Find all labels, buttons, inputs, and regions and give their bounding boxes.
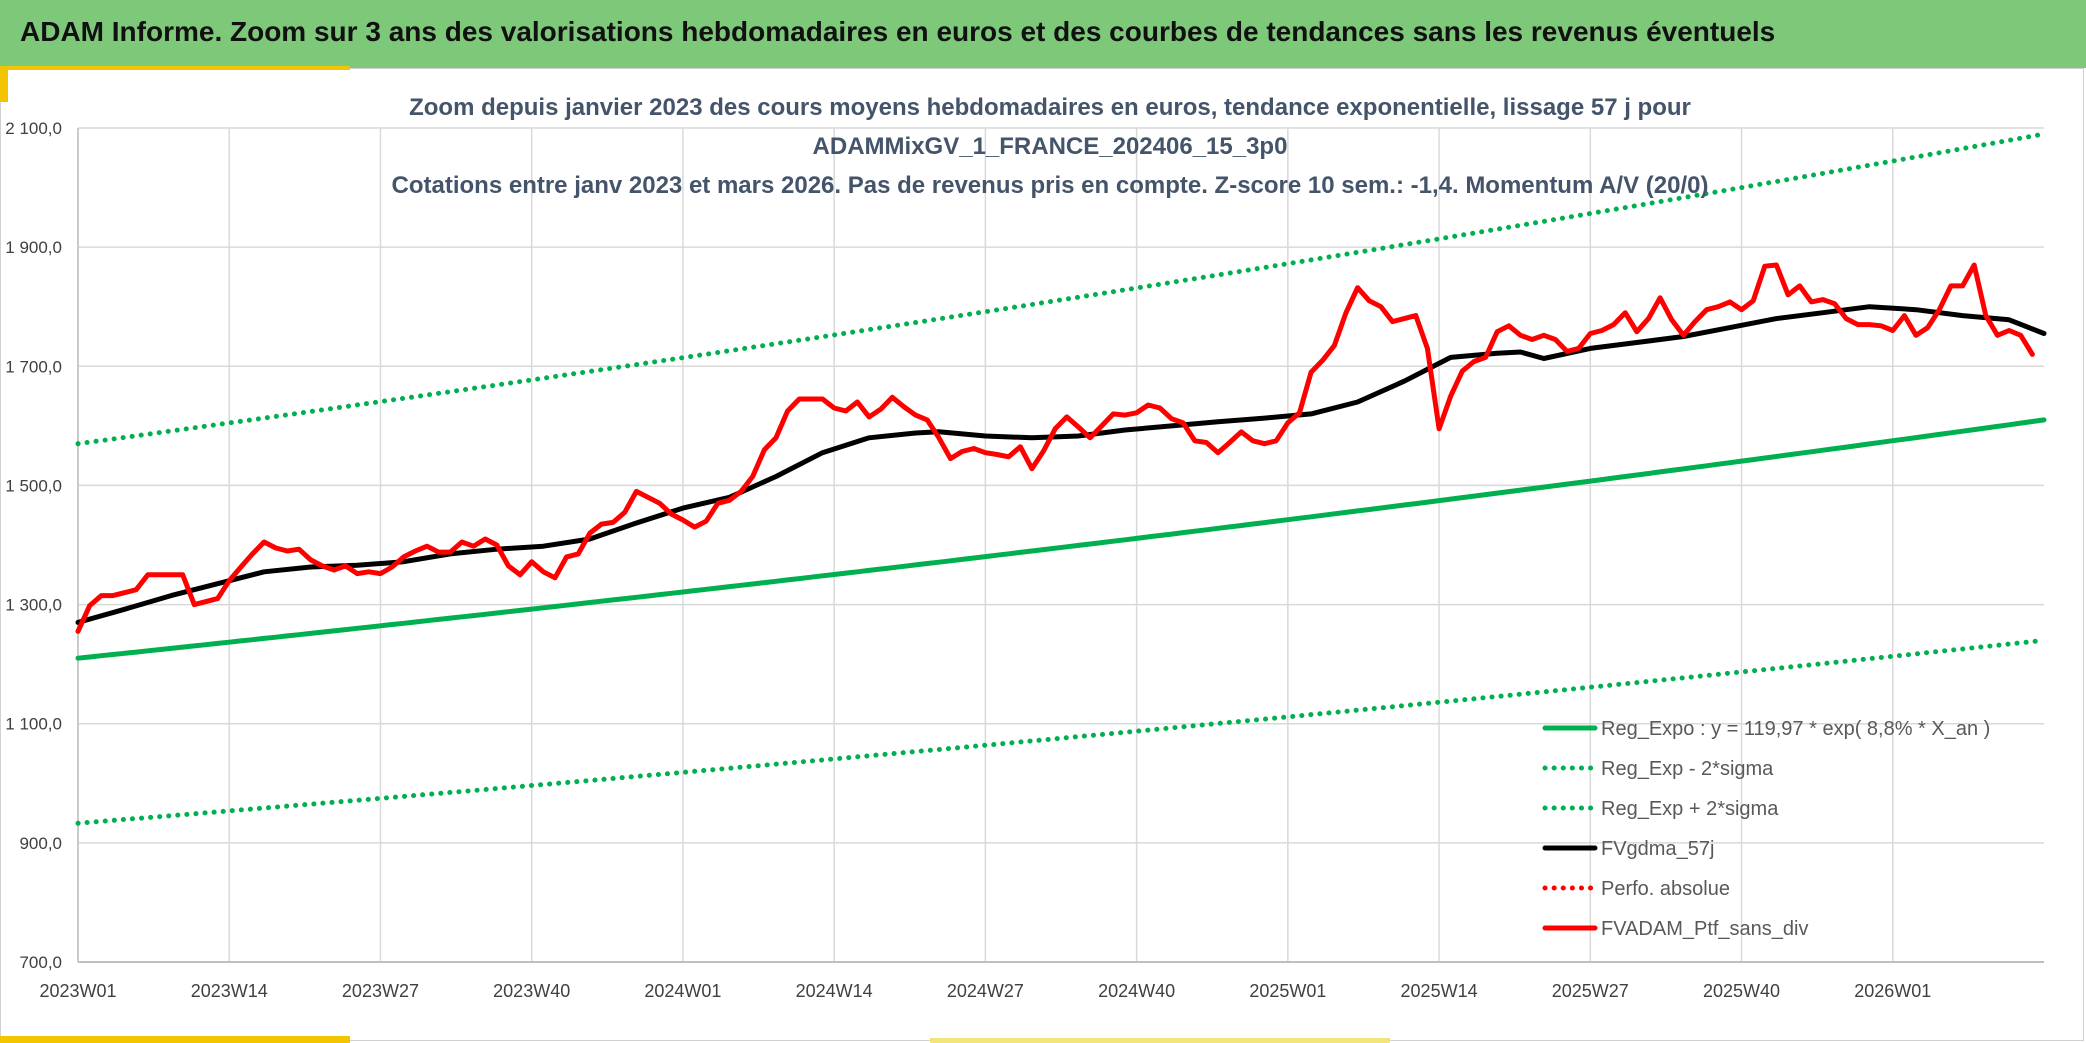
y-tick-label: 1 900,0: [5, 238, 62, 257]
legend-label: Reg_Exp + 2*sigma: [1601, 798, 1779, 820]
accent-bar-bottom-2: [930, 1038, 1390, 1043]
header-banner: ADAM Informe. Zoom sur 3 ans des valoris…: [0, 0, 2086, 68]
series-line-fvadam-ptf-sans-div: [75, 262, 2035, 634]
page-title: ADAM Informe. Zoom sur 3 ans des valoris…: [20, 16, 1776, 47]
legend-label: FVgdma_57j: [1601, 838, 1714, 860]
legend: Reg_Expo : y = 119,97 * exp( 8,8% * X_an…: [1542, 718, 1990, 940]
x-tick-label: 2026W01: [1854, 981, 1931, 1001]
series-layer: [75, 131, 2047, 826]
x-tick-label: 2024W14: [796, 981, 873, 1001]
x-tick-label: 2024W40: [1098, 981, 1175, 1001]
chart-title-line-2: ADAMMixGV_1_FRANCE_202406_15_3p0: [813, 133, 1288, 160]
accent-bar-top: [0, 66, 350, 70]
legend-label: Reg_Exp - 2*sigma: [1601, 758, 1774, 780]
x-tick-label: 2025W40: [1703, 981, 1780, 1001]
y-tick-label: 900,0: [19, 834, 62, 853]
series-line-reg-expo-y-119-97-exp-8-8-x-an: [75, 417, 2047, 661]
x-tick-label: 2023W40: [493, 981, 570, 1001]
chart-title-line-1: Zoom depuis janvier 2023 des cours moyen…: [409, 94, 1691, 121]
accent-bar-bottom: [0, 1036, 350, 1043]
x-tick-label: 2025W27: [1552, 981, 1629, 1001]
series-line-reg-exp-2-sigma: [75, 637, 2047, 826]
accent-bar-left: [0, 68, 8, 102]
x-tick-label: 2024W27: [947, 981, 1024, 1001]
x-tick-label: 2023W27: [342, 981, 419, 1001]
x-tick-label: 2025W14: [1401, 981, 1478, 1001]
legend-label: FVADAM_Ptf_sans_div: [1601, 918, 1809, 940]
y-tick-label: 1 300,0: [5, 596, 62, 615]
x-tick-label: 2024W01: [644, 981, 721, 1001]
series-line-reg-exp-2-sigma: [75, 131, 2047, 447]
x-tick-label: 2025W01: [1249, 981, 1326, 1001]
legend-label: Reg_Expo : y = 119,97 * exp( 8,8% * X_an…: [1601, 718, 1990, 740]
y-tick-label: 700,0: [19, 953, 62, 972]
x-tick-label: 2023W14: [191, 981, 268, 1001]
y-tick-label: 1 500,0: [5, 476, 62, 495]
legend-label: Perfo. absolue: [1601, 878, 1730, 900]
y-tick-label: 1 700,0: [5, 357, 62, 376]
y-tick-label: 2 100,0: [5, 119, 62, 138]
series-line-fvgdma-57j: [75, 304, 2047, 625]
y-tick-label: 1 100,0: [5, 715, 62, 734]
chart-title: Zoom depuis janvier 2023 des cours moyen…: [392, 94, 1709, 199]
x-tick-label: 2023W01: [39, 981, 116, 1001]
axis-layer: 700,0 900,0 1 100,0 1 300,0 1 500,0 1 700,0 1 …: [5, 119, 2044, 1001]
chart-title-line-3: Cotations entre janv 2023 et mars 2026. …: [392, 172, 1709, 199]
